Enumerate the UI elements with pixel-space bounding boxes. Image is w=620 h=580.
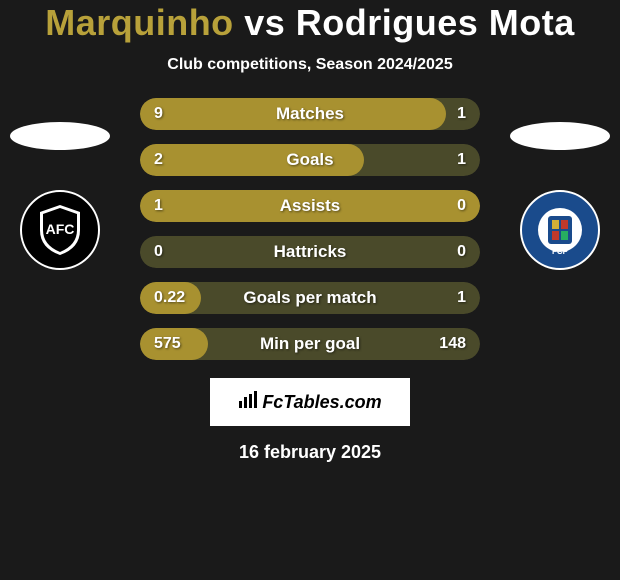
bar-label: Min per goal <box>260 334 360 354</box>
stat-bar-row: 9 Matches 1 <box>140 98 480 130</box>
bar-right-value: 148 <box>439 335 466 353</box>
date: 16 february 2025 <box>0 442 620 463</box>
stat-bar-row: 2 Goals 1 <box>140 144 480 176</box>
bar-right-value: 1 <box>457 151 466 169</box>
bar-left-value: 575 <box>154 335 181 353</box>
title: Marquinho vs Rodrigues Mota <box>0 2 620 44</box>
shield-icon: AFC <box>30 200 90 260</box>
watermark-text: FcTables.com <box>262 392 381 413</box>
shield-icon: FCP <box>530 200 590 260</box>
right-club-crest: FCP <box>520 190 600 270</box>
bar-right-value: 0 <box>457 243 466 261</box>
left-ellipse <box>10 122 110 150</box>
bar-right-value: 1 <box>457 105 466 123</box>
bar-left-value: 0.22 <box>154 289 185 307</box>
left-club-crest: AFC <box>20 190 100 270</box>
bar-label: Hattricks <box>274 242 347 262</box>
comparison-card: Marquinho vs Rodrigues Mota Club competi… <box>0 0 620 580</box>
stat-bar-row: 0 Hattricks 0 <box>140 236 480 268</box>
bar-label: Goals per match <box>243 288 376 308</box>
bar-left-value: 0 <box>154 243 163 261</box>
stat-bars: 9 Matches 1 2 Goals 1 1 Assists 0 0 Hattricks 0 0.22… <box>140 98 480 360</box>
bar-left-value: 1 <box>154 197 163 215</box>
title-vs: vs <box>244 2 285 43</box>
bar-label: Matches <box>276 104 344 124</box>
bar-label: Assists <box>280 196 340 216</box>
bar-right-value: 0 <box>457 197 466 215</box>
watermark: FcTables.com <box>210 378 410 426</box>
stat-bar-row: 575 Min per goal 148 <box>140 328 480 360</box>
left-badge-zone: AFC <box>10 122 110 270</box>
stat-bar-row: 1 Assists 0 <box>140 190 480 222</box>
stat-bar-row: 0.22 Goals per match 1 <box>140 282 480 314</box>
right-badge-zone: FCP <box>510 122 610 270</box>
title-player1: Marquinho <box>45 2 233 43</box>
bar-left-value: 9 <box>154 105 163 123</box>
bar-label: Goals <box>286 150 333 170</box>
svg-text:AFC: AFC <box>46 221 75 237</box>
svg-text:FCP: FCP <box>552 247 569 256</box>
bar-left-value: 2 <box>154 151 163 169</box>
subtitle: Club competitions, Season 2024/2025 <box>0 56 620 74</box>
chart-icon <box>238 391 258 414</box>
right-ellipse <box>510 122 610 150</box>
title-player2: Rodrigues Mota <box>296 2 575 43</box>
bar-right-value: 1 <box>457 289 466 307</box>
